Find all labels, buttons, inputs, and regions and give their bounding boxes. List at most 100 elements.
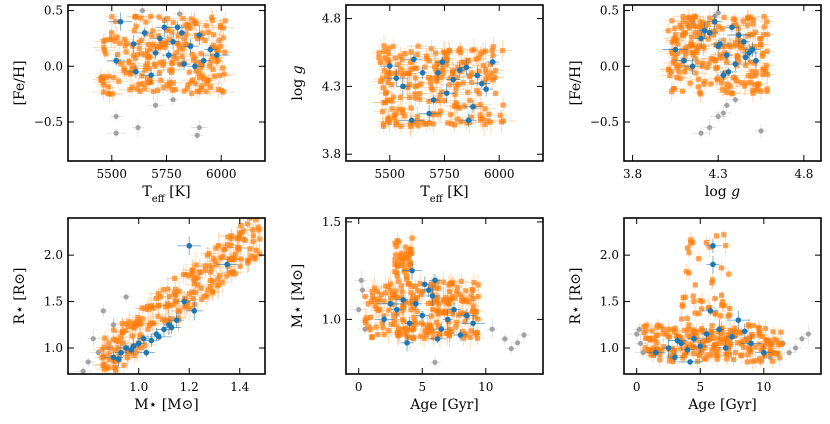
point-sample bbox=[151, 320, 157, 327]
point-sample bbox=[705, 36, 711, 42]
point-cluster bbox=[682, 294, 688, 300]
point-cluster bbox=[406, 267, 412, 273]
point-sample bbox=[408, 66, 414, 72]
panel-2: 5500 5750 6000 3.8 4.3 4.8 Teff [K] log g bbox=[290, 4, 544, 205]
point-sample bbox=[425, 75, 431, 81]
point-sample bbox=[399, 56, 405, 63]
point-sample bbox=[195, 282, 201, 288]
point-sample bbox=[224, 273, 230, 279]
point-sample bbox=[701, 337, 707, 344]
point-sample bbox=[658, 347, 664, 354]
point-sample bbox=[99, 74, 105, 80]
point-sample bbox=[202, 263, 208, 269]
point-highlight bbox=[723, 52, 730, 58]
point-cluster bbox=[683, 268, 690, 275]
point-sample bbox=[215, 243, 222, 249]
point-sample bbox=[391, 115, 397, 121]
point-cluster bbox=[402, 255, 408, 262]
point-background bbox=[85, 359, 91, 365]
point-sample bbox=[714, 356, 720, 362]
point-sample bbox=[408, 327, 414, 333]
point-sample bbox=[211, 32, 217, 38]
point-sample bbox=[122, 327, 129, 333]
point-sample bbox=[748, 79, 754, 86]
point-highlight bbox=[200, 57, 207, 64]
point-highlight bbox=[413, 301, 419, 307]
plot-area bbox=[73, 218, 265, 374]
point-sample bbox=[169, 60, 175, 67]
point-cluster bbox=[721, 232, 727, 238]
point-sample bbox=[109, 14, 115, 20]
point-cluster bbox=[399, 258, 405, 264]
point-sample bbox=[385, 328, 392, 334]
point-sample bbox=[189, 90, 195, 96]
point-highlight bbox=[386, 63, 393, 69]
point-highlight bbox=[140, 335, 147, 342]
point-cluster bbox=[392, 257, 398, 263]
point-sample bbox=[689, 17, 695, 23]
point-sample bbox=[208, 58, 214, 64]
point-sample bbox=[645, 347, 651, 353]
point-sample bbox=[220, 35, 226, 41]
point-highlight bbox=[214, 52, 220, 58]
point-sample bbox=[480, 62, 486, 68]
point-sample bbox=[224, 242, 230, 248]
point-cluster bbox=[712, 295, 718, 302]
point-sample bbox=[428, 79, 434, 86]
point-sample bbox=[454, 74, 460, 80]
point-sample bbox=[101, 82, 107, 88]
plot-area bbox=[91, 5, 236, 141]
point-cluster bbox=[686, 250, 692, 256]
plot-area bbox=[349, 230, 532, 369]
point-sample bbox=[677, 62, 683, 68]
point-sample bbox=[149, 33, 155, 39]
point-highlight bbox=[181, 298, 187, 305]
point-sample bbox=[170, 87, 176, 93]
point-sample bbox=[488, 61, 494, 68]
point-sample bbox=[440, 279, 446, 285]
point-sample bbox=[720, 37, 727, 43]
y-tick-label: 0.5 bbox=[600, 4, 619, 18]
point-sample bbox=[155, 290, 161, 297]
point-highlight bbox=[722, 345, 729, 351]
point-sample bbox=[441, 49, 447, 55]
point-sample bbox=[389, 82, 395, 88]
point-sample bbox=[759, 53, 765, 59]
point-sample bbox=[744, 352, 751, 358]
point-sample bbox=[140, 316, 146, 322]
point-sample bbox=[446, 333, 453, 339]
point-sample bbox=[434, 285, 440, 291]
point-sample bbox=[698, 326, 705, 332]
point-sample bbox=[434, 60, 441, 66]
point-sample bbox=[379, 109, 386, 115]
point-sample bbox=[408, 49, 414, 55]
point-sample bbox=[112, 364, 118, 370]
point-sample bbox=[382, 99, 389, 106]
point-sample bbox=[377, 59, 384, 65]
point-sample bbox=[465, 57, 471, 64]
point-sample bbox=[170, 302, 176, 308]
point-highlight bbox=[701, 27, 708, 34]
point-sample bbox=[490, 44, 496, 50]
point-sample bbox=[742, 337, 748, 343]
point-sample bbox=[693, 45, 699, 51]
point-sample bbox=[441, 298, 447, 304]
point-background bbox=[170, 97, 176, 103]
point-highlight bbox=[716, 326, 723, 333]
point-sample bbox=[681, 18, 687, 24]
point-background bbox=[110, 322, 117, 328]
point-sample bbox=[393, 111, 399, 117]
point-sample bbox=[429, 87, 436, 93]
point-cluster bbox=[695, 311, 702, 317]
point-sample bbox=[761, 24, 767, 30]
point-highlight bbox=[672, 46, 679, 53]
point-highlight bbox=[720, 72, 727, 78]
point-cluster bbox=[688, 240, 694, 246]
point-sample bbox=[412, 91, 418, 97]
point-sample bbox=[430, 121, 436, 127]
point-sample bbox=[406, 94, 412, 100]
point-sample bbox=[660, 330, 666, 337]
point-sample bbox=[756, 324, 762, 331]
point-highlight bbox=[681, 57, 687, 64]
point-sample bbox=[727, 327, 733, 334]
